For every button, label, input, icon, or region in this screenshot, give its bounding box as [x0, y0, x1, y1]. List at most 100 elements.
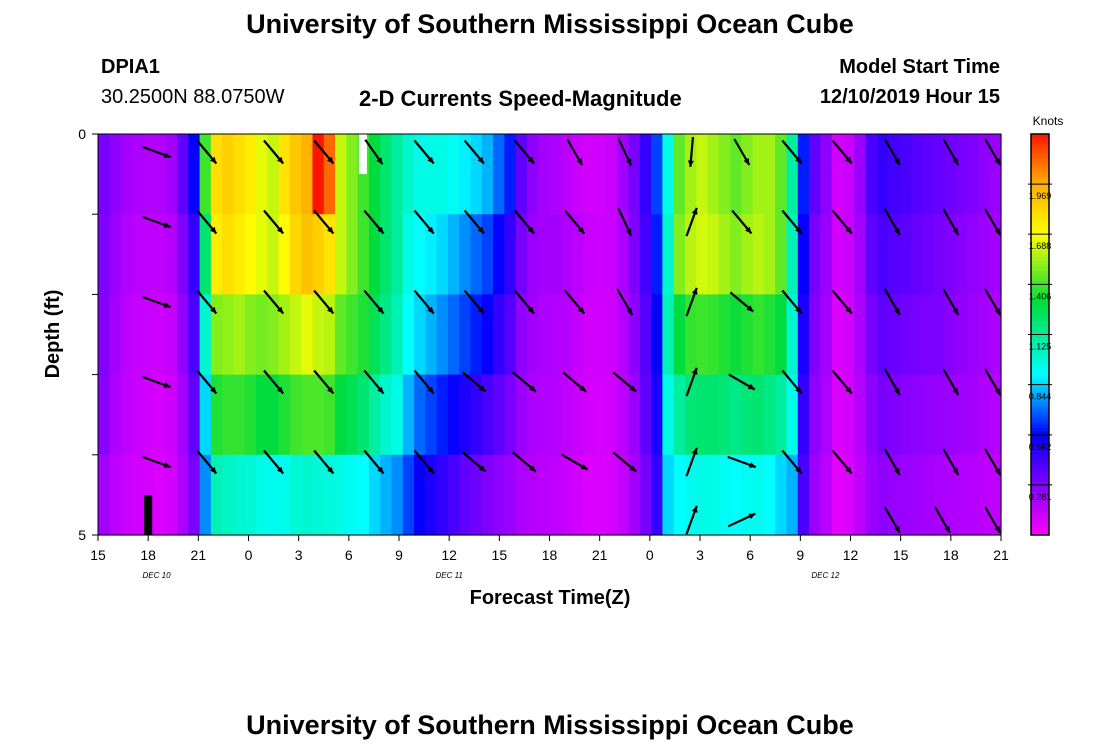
- heatmap-cell: [639, 454, 652, 536]
- colorbar-segment: [1031, 374, 1049, 379]
- current-vector: [883, 288, 901, 316]
- heatmap-cell: [978, 374, 991, 456]
- heatmap-cell: [775, 294, 788, 376]
- current-vector: [196, 209, 218, 235]
- heatmap-cell: [357, 374, 370, 456]
- colorbar-segment: [1031, 371, 1049, 376]
- heatmap-cell: [921, 374, 934, 456]
- heatmap-cell: [199, 214, 212, 295]
- heatmap-cell: [549, 294, 562, 376]
- vector-head: [994, 526, 1001, 533]
- colorbar-segment: [1031, 408, 1049, 412]
- heatmap-cell: [538, 214, 551, 295]
- current-vector: [883, 138, 901, 166]
- current-vector: [413, 209, 435, 235]
- heatmap-cell: [888, 294, 901, 376]
- vector-head: [845, 156, 852, 164]
- heatmap-cell: [131, 214, 144, 295]
- vector-head: [529, 385, 536, 392]
- current-vector: [196, 369, 218, 395]
- heatmap-cell: [301, 294, 314, 376]
- vector-head: [795, 156, 802, 164]
- vector-head: [626, 308, 633, 315]
- current-vector: [942, 208, 960, 236]
- colorbar-tick-label: 1.125: [1029, 342, 1052, 352]
- heatmap-cell: [809, 134, 821, 215]
- x-tick-label: 21: [592, 547, 608, 563]
- heatmap-cell: [775, 374, 788, 456]
- heatmap-cell: [470, 214, 483, 295]
- heatmap-cell: [165, 214, 178, 295]
- heatmap-cell: [888, 454, 901, 536]
- heatmap-cell: [967, 134, 980, 215]
- heatmap-cell: [944, 134, 957, 215]
- heatmap-cell: [707, 374, 720, 456]
- colorbar-tick-label: 1.969: [1029, 191, 1052, 201]
- x-tick-label: 0: [245, 547, 253, 563]
- current-vector: [687, 136, 695, 168]
- heatmap-cell: [357, 294, 370, 376]
- current-vector: [831, 369, 853, 395]
- vector-head: [994, 228, 1001, 235]
- colorbar-segment: [1031, 491, 1049, 496]
- colorbar-segment: [1031, 284, 1049, 289]
- heatmap-cell: [470, 134, 483, 215]
- heatmap-cell: [323, 374, 336, 456]
- vector-head: [579, 385, 587, 392]
- heatmap-cell: [199, 454, 212, 536]
- heatmap-cell: [402, 214, 415, 295]
- colorbar-segment: [1031, 521, 1049, 526]
- colorbar-segment: [1031, 157, 1049, 162]
- current-vector: [413, 369, 435, 395]
- colorbar-segment: [1031, 357, 1049, 362]
- heatmap-cell: [267, 374, 280, 456]
- current-vector: [313, 139, 335, 165]
- heatmap-cell: [391, 134, 404, 215]
- heatmap-cell: [730, 134, 742, 215]
- colorbar-segment: [1031, 451, 1049, 456]
- heatmap-cell: [244, 294, 257, 376]
- heatmap-cell: [402, 374, 415, 456]
- heatmap-cell: [222, 454, 235, 536]
- heatmap-cell: [278, 454, 291, 536]
- heatmap-cell: [120, 374, 133, 456]
- heatmap-cell: [493, 214, 505, 295]
- heatmap-cell: [707, 454, 720, 536]
- heatmap-cell: [154, 214, 167, 295]
- heatmap-cell: [109, 454, 122, 536]
- heatmap-cell: [763, 454, 776, 536]
- current-vector: [463, 139, 485, 165]
- heatmap-cell: [718, 294, 731, 376]
- x-tick-label: 6: [345, 547, 353, 563]
- heatmap-cell: [921, 294, 934, 376]
- colorbar-segment: [1031, 424, 1049, 429]
- heatmap-cell: [538, 454, 551, 536]
- heatmap-cell: [617, 134, 630, 215]
- bottom-marker: [144, 495, 153, 535]
- heatmap-cell: [876, 374, 889, 456]
- colorbar-segment: [1031, 220, 1049, 225]
- heatmap-cell: [402, 294, 415, 376]
- vector-head: [376, 157, 383, 165]
- heatmap-cell: [335, 374, 347, 456]
- heatmap-cell: [109, 294, 122, 376]
- colorbar-segment: [1031, 518, 1049, 523]
- colorbar-segment: [1031, 227, 1049, 232]
- heatmap-cell: [481, 214, 494, 295]
- heatmap-cell: [628, 134, 641, 215]
- heatmap-cell: [967, 294, 980, 376]
- x-tick-label: 0: [646, 547, 654, 563]
- colorbar-segment: [1031, 344, 1049, 349]
- current-vector: [883, 368, 901, 396]
- heatmap-cell: [154, 294, 167, 376]
- vector-head: [894, 158, 900, 165]
- heatmap-cell: [244, 454, 257, 536]
- heatmap-cell: [481, 134, 494, 215]
- heatmap-cell: [222, 214, 235, 295]
- vector-head: [629, 385, 637, 392]
- x-tick-label: 6: [746, 547, 754, 563]
- heatmap-cell: [560, 454, 573, 536]
- heatmap-cell: [707, 294, 720, 376]
- colorbar-segment: [1031, 454, 1049, 459]
- heatmap-cell: [910, 374, 923, 456]
